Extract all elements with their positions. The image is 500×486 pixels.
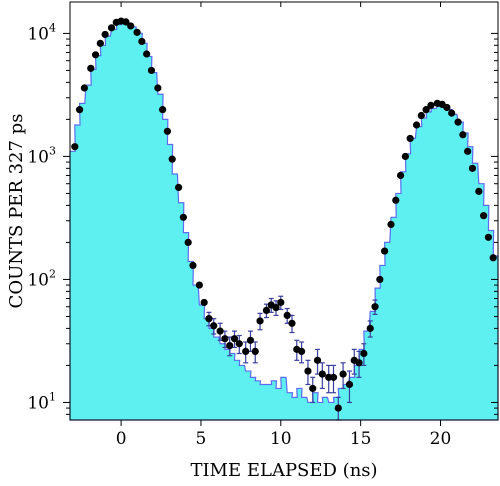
data-point bbox=[489, 254, 497, 262]
data-point bbox=[318, 370, 326, 378]
plot-frame bbox=[69, 1, 499, 421]
data-point bbox=[242, 347, 250, 356]
data-point bbox=[205, 315, 213, 323]
data-point bbox=[262, 306, 271, 315]
y-axis-title: COUNTS PER 327 ps bbox=[6, 114, 27, 309]
data-point bbox=[443, 103, 451, 112]
data-point bbox=[297, 347, 306, 356]
data-point bbox=[246, 336, 255, 344]
data-points-layer bbox=[71, 17, 497, 412]
data-point bbox=[101, 30, 109, 39]
data-point bbox=[412, 121, 421, 129]
data-point bbox=[309, 384, 317, 393]
data-point bbox=[147, 66, 156, 75]
x-axis-title: TIME ELAPSED (ns) bbox=[190, 460, 377, 481]
data-point bbox=[195, 281, 203, 289]
data-point bbox=[143, 50, 151, 58]
data-point bbox=[189, 261, 197, 270]
data-point bbox=[406, 134, 414, 143]
data-point bbox=[221, 335, 229, 343]
data-point bbox=[329, 373, 338, 381]
data-point bbox=[484, 233, 493, 241]
data-point bbox=[226, 341, 234, 350]
data-point bbox=[159, 106, 167, 114]
x-tick-label: 10 bbox=[270, 429, 292, 449]
data-point bbox=[80, 84, 88, 92]
data-point bbox=[345, 380, 354, 389]
data-point bbox=[96, 39, 104, 47]
data-point bbox=[360, 349, 368, 358]
data-point bbox=[401, 152, 409, 161]
histogram-area bbox=[69, 22, 499, 421]
data-point bbox=[71, 143, 79, 151]
data-point bbox=[334, 404, 342, 412]
data-point bbox=[87, 64, 95, 72]
data-point bbox=[122, 18, 130, 26]
data-point bbox=[216, 327, 224, 335]
data-point bbox=[475, 187, 483, 195]
data-point bbox=[464, 147, 472, 155]
data-point bbox=[91, 51, 100, 59]
x-tick-label: 15 bbox=[350, 429, 372, 449]
data-point bbox=[200, 298, 208, 307]
data-point bbox=[392, 196, 400, 204]
data-point bbox=[163, 127, 172, 135]
data-point bbox=[454, 118, 462, 126]
y-tick-label: 101 bbox=[27, 390, 56, 413]
data-point bbox=[366, 324, 374, 332]
y-tick-label: 103 bbox=[27, 144, 56, 167]
data-point bbox=[448, 109, 456, 117]
x-tick-label: 5 bbox=[196, 429, 207, 449]
data-point bbox=[272, 304, 280, 312]
data-point bbox=[251, 347, 259, 356]
data-point bbox=[459, 131, 467, 139]
data-point bbox=[174, 183, 183, 191]
data-point bbox=[138, 37, 146, 46]
data-point bbox=[376, 275, 384, 284]
data-point bbox=[107, 24, 116, 32]
data-point bbox=[355, 359, 363, 367]
data-point bbox=[313, 356, 322, 364]
x-axis-ticks: 0 5 10 15 20 bbox=[116, 2, 452, 449]
data-point bbox=[133, 28, 141, 36]
data-point bbox=[339, 370, 347, 378]
data-point bbox=[230, 335, 239, 343]
data-point bbox=[427, 101, 435, 109]
data-point bbox=[283, 311, 291, 320]
data-point bbox=[422, 106, 430, 114]
data-point bbox=[304, 367, 312, 375]
data-point bbox=[417, 111, 425, 120]
data-point bbox=[480, 212, 488, 220]
data-point bbox=[235, 340, 243, 348]
data-point bbox=[277, 298, 285, 307]
data-point bbox=[179, 213, 187, 221]
data-point bbox=[387, 220, 395, 229]
histogram-layer bbox=[69, 22, 499, 421]
y-axis-ticks: 101 102 103 104 bbox=[27, 21, 498, 415]
data-point bbox=[381, 247, 389, 255]
data-point bbox=[468, 164, 477, 172]
data-point bbox=[168, 155, 176, 163]
data-point bbox=[396, 171, 405, 180]
data-point bbox=[371, 303, 379, 311]
data-point bbox=[256, 317, 264, 325]
data-point bbox=[288, 319, 296, 327]
y-tick-label: 102 bbox=[27, 267, 56, 290]
data-point bbox=[127, 22, 135, 30]
data-point bbox=[184, 238, 192, 247]
x-tick-label: 20 bbox=[430, 429, 452, 449]
y-tick-label: 104 bbox=[27, 21, 56, 44]
data-point bbox=[154, 84, 162, 92]
data-point bbox=[75, 106, 84, 114]
data-point bbox=[210, 322, 218, 330]
x-tick-label: 0 bbox=[116, 429, 127, 449]
